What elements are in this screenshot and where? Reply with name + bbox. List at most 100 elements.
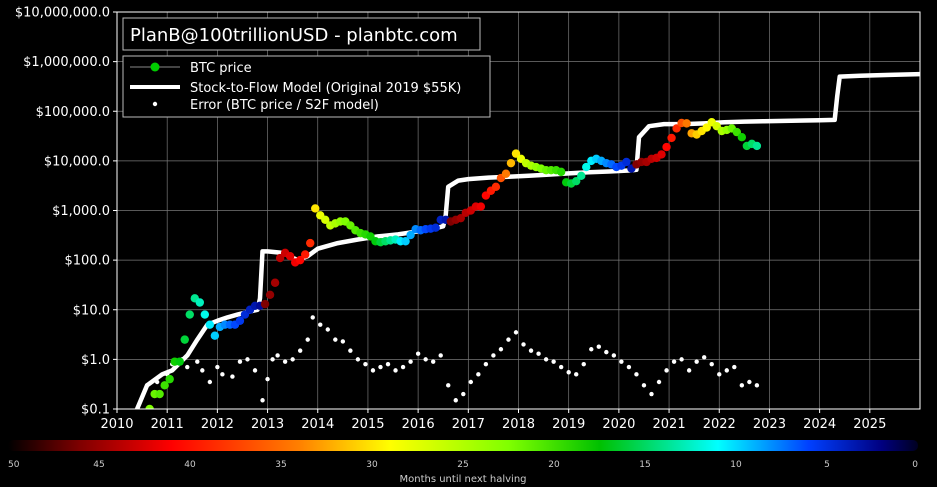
error-point bbox=[415, 351, 421, 356]
s2f-model-line bbox=[134, 71, 920, 409]
error-point bbox=[558, 364, 564, 370]
error-point bbox=[355, 357, 361, 362]
legend-box bbox=[122, 55, 491, 118]
error-point bbox=[446, 383, 451, 388]
btc-price-point bbox=[431, 223, 440, 232]
btc-price-point bbox=[491, 182, 501, 192]
error-point bbox=[747, 379, 752, 385]
y-tick-label: $1,000.0 bbox=[52, 204, 110, 219]
btc-price-point bbox=[295, 255, 305, 265]
x-tick-label: 2014 bbox=[301, 417, 334, 432]
btc-price-point bbox=[662, 142, 671, 152]
title-box bbox=[122, 17, 481, 51]
legend-btc-marker bbox=[150, 62, 160, 72]
error-point bbox=[468, 379, 474, 385]
error-point bbox=[340, 339, 346, 344]
error-point bbox=[305, 337, 310, 342]
error-point bbox=[506, 337, 511, 342]
btc-price-point bbox=[657, 150, 666, 159]
error-point bbox=[717, 372, 722, 377]
error-point bbox=[297, 348, 303, 353]
error-point bbox=[664, 368, 669, 373]
error-point bbox=[754, 383, 760, 388]
error-point bbox=[430, 359, 436, 364]
colorbar-tick-label: 15 bbox=[639, 460, 650, 470]
error-point bbox=[543, 357, 549, 362]
btc-price-point bbox=[260, 299, 270, 309]
error-point bbox=[318, 322, 323, 327]
error-point bbox=[626, 364, 632, 370]
error-point bbox=[581, 361, 586, 367]
btc-price-point bbox=[752, 141, 762, 151]
btc-price-series bbox=[145, 118, 762, 409]
btc-price-point bbox=[556, 167, 566, 177]
btc-price-point bbox=[582, 162, 591, 172]
error-point bbox=[348, 348, 353, 353]
error-point bbox=[237, 359, 243, 364]
btc-price-point bbox=[456, 213, 465, 223]
error-point bbox=[200, 368, 205, 373]
error-point bbox=[566, 370, 571, 375]
colorbar-tick-label: 25 bbox=[457, 460, 468, 470]
error-point bbox=[641, 383, 647, 388]
error-point bbox=[270, 357, 275, 362]
error-point bbox=[739, 383, 745, 388]
error-point bbox=[282, 359, 288, 364]
y-tick-label: $100,000.0 bbox=[36, 105, 110, 120]
colorbar-tick-label: 20 bbox=[548, 460, 560, 470]
btc-price-point bbox=[737, 132, 747, 142]
legend-error-label: Error (BTC price / S2F model) bbox=[190, 98, 379, 113]
error-point bbox=[290, 357, 295, 362]
btc-price-point bbox=[185, 310, 194, 319]
chart-title: PlanB@100trillionUSD - planbtc.com bbox=[130, 25, 458, 46]
x-tick-label: 2025 bbox=[853, 417, 886, 432]
colorbar-tick-label: 5 bbox=[824, 460, 830, 470]
error-point bbox=[423, 357, 428, 362]
error-point bbox=[230, 374, 235, 379]
btc-price-point bbox=[622, 157, 631, 167]
error-point bbox=[438, 353, 443, 358]
error-point bbox=[498, 347, 504, 352]
error-point bbox=[491, 353, 496, 358]
x-tick-label: 2021 bbox=[653, 417, 686, 432]
btc-price-point bbox=[321, 215, 330, 224]
y-tick-label: $10.0 bbox=[73, 303, 110, 318]
btc-price-point bbox=[682, 119, 691, 128]
error-point bbox=[709, 361, 714, 367]
colorbar-tick-label: 30 bbox=[366, 460, 378, 470]
x-tick-label: 2022 bbox=[703, 417, 736, 432]
error-point bbox=[634, 372, 639, 377]
error-point bbox=[252, 368, 258, 373]
colorbar-tick-label: 50 bbox=[8, 460, 20, 470]
y-tick-label: $0.1 bbox=[81, 403, 110, 418]
error-point bbox=[649, 391, 654, 397]
error-point bbox=[574, 372, 579, 377]
error-point bbox=[611, 353, 617, 358]
x-axis: 2010 2011 2012 2013 2014 2015 2016 2017 2018 2019… bbox=[100, 409, 886, 432]
btc-price-point bbox=[501, 169, 511, 178]
x-tick-label: 2011 bbox=[151, 417, 184, 432]
x-tick-label: 2012 bbox=[201, 417, 234, 432]
plot-area bbox=[134, 71, 920, 409]
colorbar-tick-label: 45 bbox=[93, 460, 104, 470]
btc-price-point bbox=[270, 278, 280, 287]
error-point bbox=[378, 364, 383, 370]
error-point bbox=[260, 398, 265, 403]
y-tick-label: $1,000,000.0 bbox=[23, 55, 110, 70]
error-point bbox=[385, 361, 391, 367]
x-tick-label: 2015 bbox=[351, 417, 384, 432]
error-point bbox=[656, 379, 662, 385]
btc-price-point bbox=[672, 124, 681, 133]
colorbar-tick-label: 0 bbox=[912, 460, 918, 470]
error-point bbox=[333, 337, 338, 342]
error-point bbox=[265, 376, 270, 382]
btc-price-point bbox=[180, 335, 189, 344]
error-point bbox=[461, 391, 466, 397]
colorbar bbox=[8, 440, 918, 451]
x-tick-label: 2024 bbox=[803, 417, 836, 432]
s2f-model-series bbox=[134, 71, 920, 409]
error-series bbox=[144, 315, 760, 403]
error-point bbox=[596, 344, 601, 349]
btc-price-point bbox=[200, 310, 210, 319]
